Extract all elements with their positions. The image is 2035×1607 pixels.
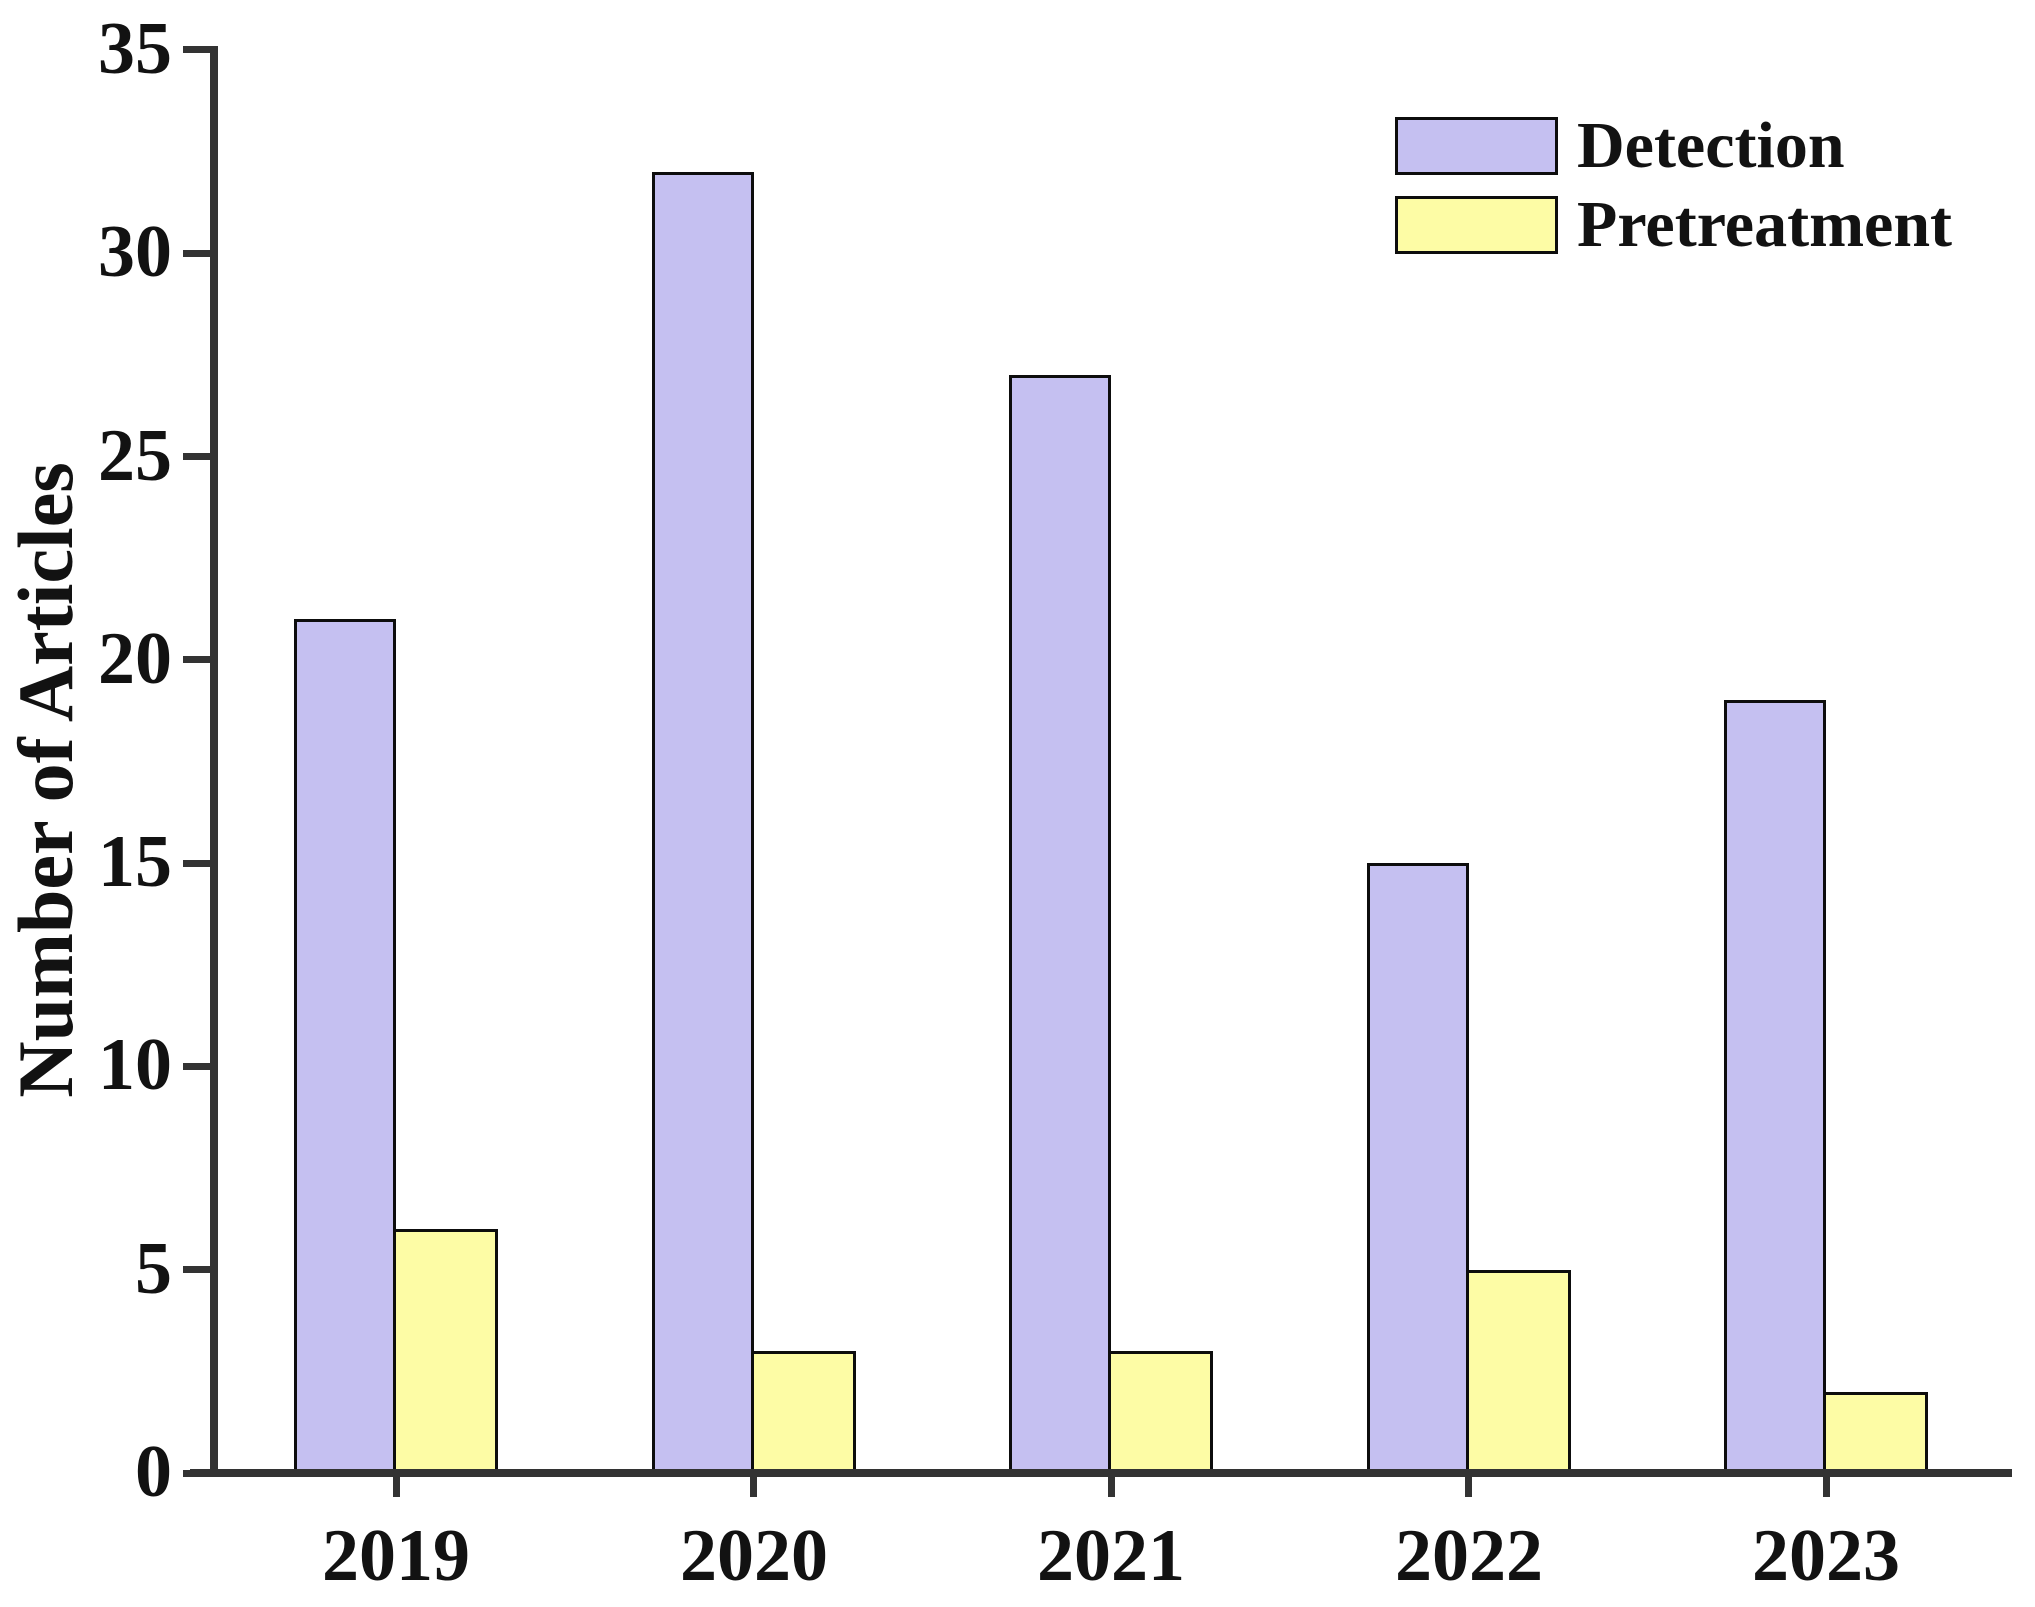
bar-detection-2022 (1367, 863, 1469, 1473)
legend-label-detection: Detection (1577, 109, 1845, 182)
y-tick-label: 30 (98, 211, 172, 293)
x-tick-label-year: 2021 (1037, 1515, 1185, 1597)
bar-detection-2020 (652, 172, 754, 1473)
y-axis-line (210, 46, 218, 1477)
y-tick-mark (183, 656, 213, 663)
y-tick-mark (183, 1266, 213, 1273)
bar-pretreatment-2020 (751, 1351, 856, 1473)
y-tick-mark (183, 250, 213, 257)
legend-swatch-pretreatment (1395, 196, 1558, 254)
y-tick-label: 0 (135, 1431, 172, 1513)
y-tick-label: 5 (135, 1228, 172, 1310)
bar-pretreatment-2022 (1466, 1270, 1571, 1473)
y-tick-mark (183, 453, 213, 460)
x-tick-mark (750, 1477, 757, 1497)
x-tick-mark (1465, 1477, 1472, 1497)
x-axis-line (190, 1469, 2012, 1477)
bar-detection-2023 (1724, 700, 1826, 1473)
legend-swatch-detection (1395, 117, 1558, 175)
y-tick-label: 20 (98, 618, 172, 700)
x-tick-mark (1823, 1477, 1830, 1497)
y-tick-label: 25 (98, 415, 172, 497)
x-tick-label-year: 2022 (1395, 1515, 1543, 1597)
bar-pretreatment-2019 (393, 1229, 498, 1473)
bar-detection-2019 (294, 619, 396, 1473)
y-tick-label: 15 (98, 821, 172, 903)
y-axis-title: Number of Articles (2, 462, 89, 1098)
y-tick-label: 10 (98, 1024, 172, 1106)
x-tick-mark (1108, 1477, 1115, 1497)
y-tick-mark (183, 860, 213, 867)
bar-pretreatment-2021 (1108, 1351, 1213, 1473)
y-tick-mark (183, 1063, 213, 1070)
legend-label-pretreatment: Pretreatment (1577, 188, 1953, 261)
y-tick-mark (183, 46, 213, 53)
x-tick-label-year: 2019 (322, 1515, 470, 1597)
x-tick-label-year: 2023 (1752, 1515, 1900, 1597)
x-tick-label-year: 2020 (680, 1515, 828, 1597)
y-tick-label: 35 (98, 8, 172, 90)
bar-pretreatment-2023 (1823, 1392, 1928, 1473)
bar-detection-2021 (1009, 375, 1111, 1473)
x-tick-mark (393, 1477, 400, 1497)
